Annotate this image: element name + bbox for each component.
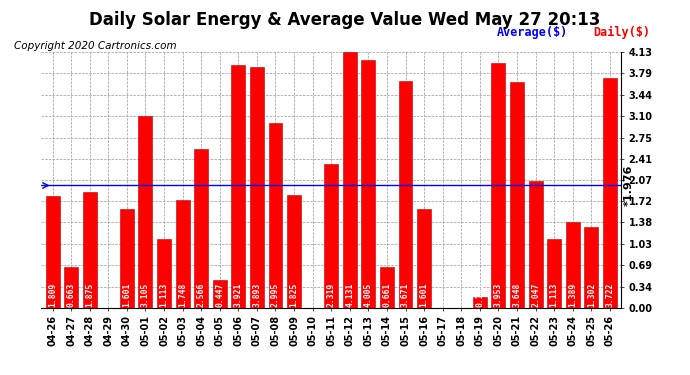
Bar xyxy=(176,200,190,308)
Text: Copyright 2020 Cartronics.com: Copyright 2020 Cartronics.com xyxy=(14,41,177,51)
Text: 3.921: 3.921 xyxy=(234,282,243,307)
Text: 4.005: 4.005 xyxy=(364,282,373,307)
Text: 2.995: 2.995 xyxy=(271,282,280,307)
Bar xyxy=(120,209,134,308)
Text: 1.601: 1.601 xyxy=(420,282,428,307)
Text: 4.131: 4.131 xyxy=(345,282,354,307)
Text: 1.601: 1.601 xyxy=(122,282,131,307)
Bar xyxy=(157,239,171,308)
Text: 3.648: 3.648 xyxy=(513,282,522,307)
Text: Average($): Average($) xyxy=(497,26,568,39)
Bar xyxy=(399,81,413,308)
Text: *1.976: *1.976 xyxy=(624,165,634,206)
Text: 1.748: 1.748 xyxy=(178,282,187,307)
Text: 0.173: 0.173 xyxy=(475,282,484,307)
Bar xyxy=(268,123,282,308)
Text: 1.809: 1.809 xyxy=(48,282,57,307)
Text: 3.105: 3.105 xyxy=(141,282,150,307)
Bar xyxy=(529,181,542,308)
Text: 1.875: 1.875 xyxy=(85,282,95,307)
Text: Daily($): Daily($) xyxy=(593,26,651,39)
Bar xyxy=(64,267,78,308)
Bar xyxy=(46,196,59,308)
Text: 2.047: 2.047 xyxy=(531,282,540,307)
Bar xyxy=(603,78,617,308)
Text: 3.722: 3.722 xyxy=(605,282,614,307)
Text: 0.663: 0.663 xyxy=(67,282,76,307)
Bar xyxy=(510,82,524,308)
Bar xyxy=(250,67,264,308)
Text: 3.953: 3.953 xyxy=(494,282,503,307)
Bar xyxy=(231,65,245,308)
Bar xyxy=(473,297,486,307)
Text: 2.319: 2.319 xyxy=(326,282,336,307)
Text: 0.447: 0.447 xyxy=(215,282,224,307)
Text: 1.389: 1.389 xyxy=(568,282,578,307)
Text: 3.671: 3.671 xyxy=(401,282,410,307)
Text: 3.893: 3.893 xyxy=(253,282,262,307)
Bar xyxy=(566,222,580,308)
Bar xyxy=(324,164,338,308)
Bar xyxy=(287,195,301,308)
Bar xyxy=(380,267,394,308)
Bar xyxy=(83,192,97,308)
Text: 0.661: 0.661 xyxy=(382,282,391,307)
Bar xyxy=(417,209,431,308)
Text: Daily Solar Energy & Average Value Wed May 27 20:13: Daily Solar Energy & Average Value Wed M… xyxy=(89,11,601,29)
Bar xyxy=(213,280,227,308)
Text: 1.113: 1.113 xyxy=(159,282,168,307)
Text: 2.566: 2.566 xyxy=(197,282,206,307)
Text: 1.825: 1.825 xyxy=(290,282,299,307)
Bar xyxy=(491,63,505,308)
Bar xyxy=(343,53,357,308)
Bar xyxy=(139,116,152,308)
Bar xyxy=(194,149,208,308)
Bar xyxy=(584,227,598,308)
Text: 1.113: 1.113 xyxy=(550,282,559,307)
Bar xyxy=(547,239,561,308)
Bar xyxy=(362,60,375,308)
Text: 1.302: 1.302 xyxy=(586,282,595,307)
